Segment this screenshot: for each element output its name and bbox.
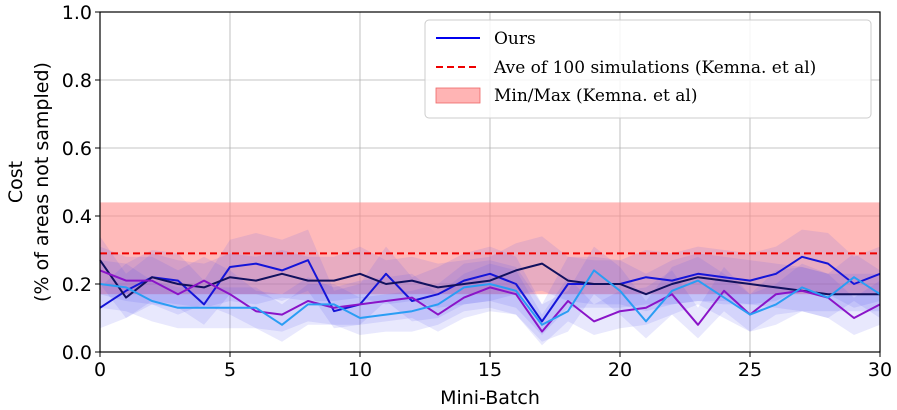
legend-label-ours: Ours [494, 29, 536, 49]
y-tick-label: 0.8 [62, 70, 92, 92]
legend-label-average: Ave of 100 simulations (Kemna. et al) [493, 58, 816, 78]
legend-swatch-minmax [435, 87, 481, 104]
x-axis-label: Mini-Batch [440, 387, 540, 409]
y-axis-label: Cost (% of areas not sampled) [5, 62, 53, 302]
y-axis-label-line-1: Cost [5, 161, 27, 203]
series-band-3 [100, 246, 880, 342]
x-tick-label: 0 [94, 359, 106, 381]
y-tick-label: 0.0 [62, 342, 92, 364]
x-tick-label: 30 [868, 359, 892, 381]
series-band-2 [100, 246, 880, 346]
x-tick-label: 10 [348, 359, 372, 381]
legend-label-minmax: Min/Max (Kemna. et al) [494, 86, 698, 106]
series-band-1 [100, 236, 880, 318]
x-tick-label: 15 [478, 359, 502, 381]
legend: Ours Ave of 100 simulations (Kemna. et a… [424, 19, 872, 119]
y-axis-label-line-2: (% of areas not sampled) [31, 62, 53, 302]
series-bands [100, 229, 880, 346]
x-tick-label: 5 [224, 359, 236, 381]
ticks: 0 5 10 15 20 25 30 0.0 0.2 0.4 0.6 0.8 1.0 [62, 2, 892, 381]
baseline-minmax-band [100, 202, 880, 295]
series-line-0 [99, 255, 881, 323]
series-lines [99, 255, 881, 333]
y-tick-label: 1.0 [62, 2, 92, 24]
baseline-band-group [100, 202, 880, 295]
y-tick-label: 0.4 [62, 206, 92, 228]
series-line-1 [99, 259, 880, 299]
y-tick-label: 0.6 [62, 138, 92, 160]
x-tick-label: 25 [738, 359, 762, 381]
series-line-3 [99, 269, 881, 326]
series-band-0 [100, 229, 880, 335]
y-tick-label: 0.2 [62, 274, 92, 296]
x-tick-label: 20 [608, 359, 632, 381]
legend-box [424, 19, 872, 119]
